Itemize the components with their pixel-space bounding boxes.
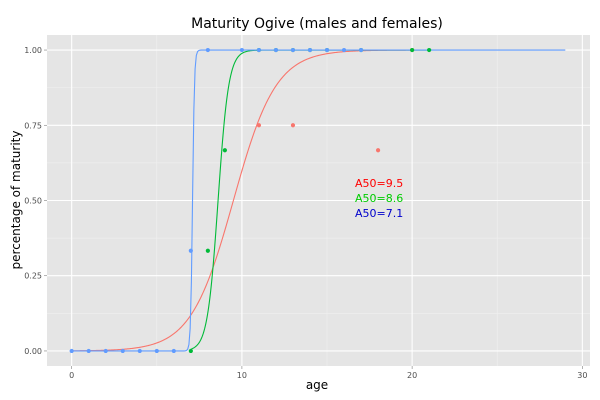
data-point (410, 47, 415, 53)
annotation-female-a50: A50=9.5 (355, 177, 403, 190)
ogive-curve (71, 49, 413, 352)
data-point (205, 248, 210, 253)
data-point (222, 148, 227, 153)
data-point (86, 348, 91, 354)
data-point (358, 47, 364, 53)
data-point (290, 123, 296, 128)
data-point (188, 248, 193, 253)
data-point (239, 47, 245, 53)
data-point (137, 348, 142, 354)
data-point (375, 148, 381, 153)
data-point (324, 47, 330, 53)
data-point (154, 348, 159, 354)
x-tick-label: 30 (577, 371, 587, 380)
y-tick-label: 0.75 (24, 121, 42, 130)
data-point (188, 348, 193, 354)
y-tick-label: 0.25 (24, 272, 42, 281)
y-tick-label: 1.00 (24, 46, 42, 55)
data-point (103, 348, 108, 354)
y-axis-ticks: 0.00 0.25 0.50 0.75 1.00 (24, 46, 47, 356)
x-tick-label: 10 (237, 371, 247, 380)
data-point (171, 348, 176, 354)
y-axis-title: percentage of maturity (9, 131, 23, 270)
grid (47, 35, 590, 366)
x-tick-label: 0 (69, 371, 74, 380)
data-point (427, 47, 432, 53)
data-point (205, 47, 210, 53)
data-point (273, 47, 279, 53)
x-axis-ticks: 0 10 20 30 (69, 366, 587, 380)
data-point (120, 348, 125, 354)
annotation-male-a50: A50=8.6 (355, 192, 403, 205)
x-axis-title: age (306, 378, 328, 392)
data-point (256, 123, 262, 128)
data-points (69, 47, 432, 354)
data-point (341, 47, 347, 53)
annotation-combined-a50: A50=7.1 (355, 207, 403, 220)
ogive-curve (71, 49, 566, 352)
data-point (307, 47, 313, 53)
y-tick-label: 0.50 (24, 197, 42, 206)
data-point (69, 348, 74, 354)
x-tick-label: 20 (407, 371, 417, 380)
chart-title: Maturity Ogive (males and females) (191, 16, 443, 32)
data-point (256, 47, 262, 53)
data-point (290, 47, 296, 53)
y-tick-label: 0.00 (24, 347, 42, 356)
